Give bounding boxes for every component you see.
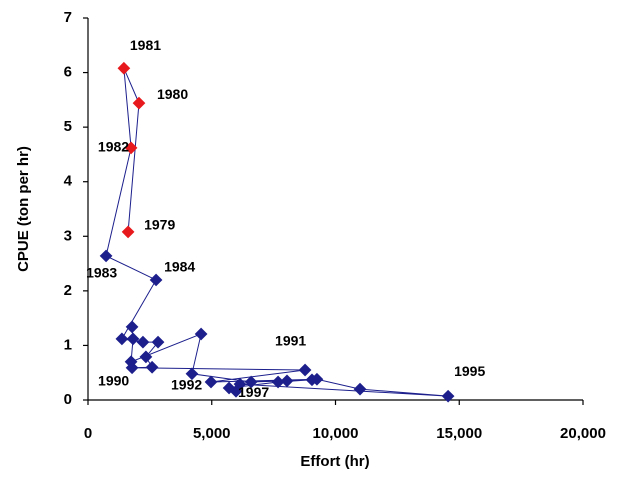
data-point — [115, 332, 129, 346]
data-point — [222, 381, 236, 395]
data-point — [139, 350, 153, 364]
data-point — [185, 367, 199, 381]
data-point — [136, 335, 150, 349]
data-point — [194, 327, 208, 341]
data-point — [305, 373, 319, 387]
data-point — [149, 273, 163, 287]
data-point — [151, 335, 165, 349]
data-point — [126, 332, 140, 346]
y-tick-label: 6 — [64, 64, 72, 81]
point-label: 1981 — [130, 37, 161, 53]
data-point — [271, 375, 285, 389]
x-tick-label: 15,000 — [436, 425, 482, 442]
point-label: 1983 — [86, 265, 117, 281]
data-point — [244, 375, 258, 389]
point-label: 1984 — [164, 259, 195, 275]
x-tick-label: 0 — [84, 425, 92, 442]
x-axis-title: Effort (hr) — [300, 453, 369, 470]
data-point — [125, 320, 139, 334]
y-tick-label: 1 — [64, 336, 72, 353]
x-tick-label: 5,000 — [193, 425, 231, 442]
data-point — [204, 375, 218, 389]
point-label: 1995 — [454, 363, 485, 379]
data-point — [132, 96, 146, 110]
point-label: 1979 — [144, 217, 175, 233]
data-point — [145, 360, 159, 374]
x-tick-label: 10,000 — [313, 425, 359, 442]
point-label: 1982 — [98, 139, 129, 155]
data-point — [280, 374, 294, 388]
y-tick-label: 3 — [64, 227, 72, 244]
data-point — [298, 363, 312, 377]
y-tick-label: 7 — [64, 9, 72, 26]
x-tick-label: 20,000 — [560, 425, 606, 442]
point-label: 1997 — [238, 384, 269, 400]
y-tick-label: 2 — [64, 282, 72, 299]
point-label: 1980 — [157, 86, 188, 102]
data-point — [124, 355, 138, 369]
y-tick-label: 0 — [64, 391, 72, 408]
data-point — [117, 61, 131, 75]
point-label: 1990 — [98, 373, 129, 389]
point-label: 1991 — [275, 333, 306, 349]
y-tick-label: 4 — [64, 173, 73, 190]
y-tick-label: 5 — [64, 118, 72, 135]
data-point — [353, 382, 367, 396]
point-label: 1992 — [171, 377, 202, 393]
data-point — [441, 389, 455, 403]
data-point — [121, 225, 135, 239]
y-axis-title: CPUE (ton per hr) — [15, 146, 32, 272]
data-point — [124, 141, 138, 155]
data-point — [99, 249, 113, 263]
